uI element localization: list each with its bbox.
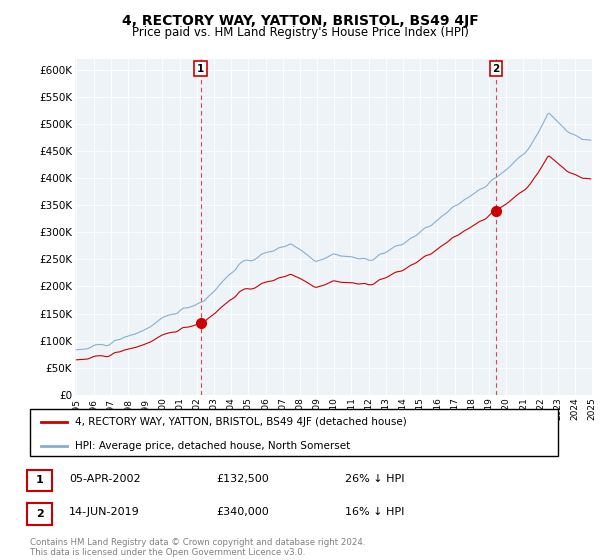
Text: Contains HM Land Registry data © Crown copyright and database right 2024.
This d: Contains HM Land Registry data © Crown c… (30, 538, 365, 557)
Text: 26% ↓ HPI: 26% ↓ HPI (345, 474, 404, 484)
Text: 2: 2 (36, 509, 43, 519)
Text: 2: 2 (493, 64, 500, 74)
Text: 05-APR-2002: 05-APR-2002 (69, 474, 140, 484)
Text: 1: 1 (36, 475, 43, 486)
Text: 4, RECTORY WAY, YATTON, BRISTOL, BS49 4JF: 4, RECTORY WAY, YATTON, BRISTOL, BS49 4J… (122, 14, 478, 28)
Text: £340,000: £340,000 (216, 507, 269, 517)
Text: 4, RECTORY WAY, YATTON, BRISTOL, BS49 4JF (detached house): 4, RECTORY WAY, YATTON, BRISTOL, BS49 4J… (75, 417, 407, 427)
Text: HPI: Average price, detached house, North Somerset: HPI: Average price, detached house, Nort… (75, 441, 350, 451)
Text: 16% ↓ HPI: 16% ↓ HPI (345, 507, 404, 517)
Text: Price paid vs. HM Land Registry's House Price Index (HPI): Price paid vs. HM Land Registry's House … (131, 26, 469, 39)
Text: £132,500: £132,500 (216, 474, 269, 484)
Text: 1: 1 (197, 64, 205, 74)
Text: 14-JUN-2019: 14-JUN-2019 (69, 507, 140, 517)
